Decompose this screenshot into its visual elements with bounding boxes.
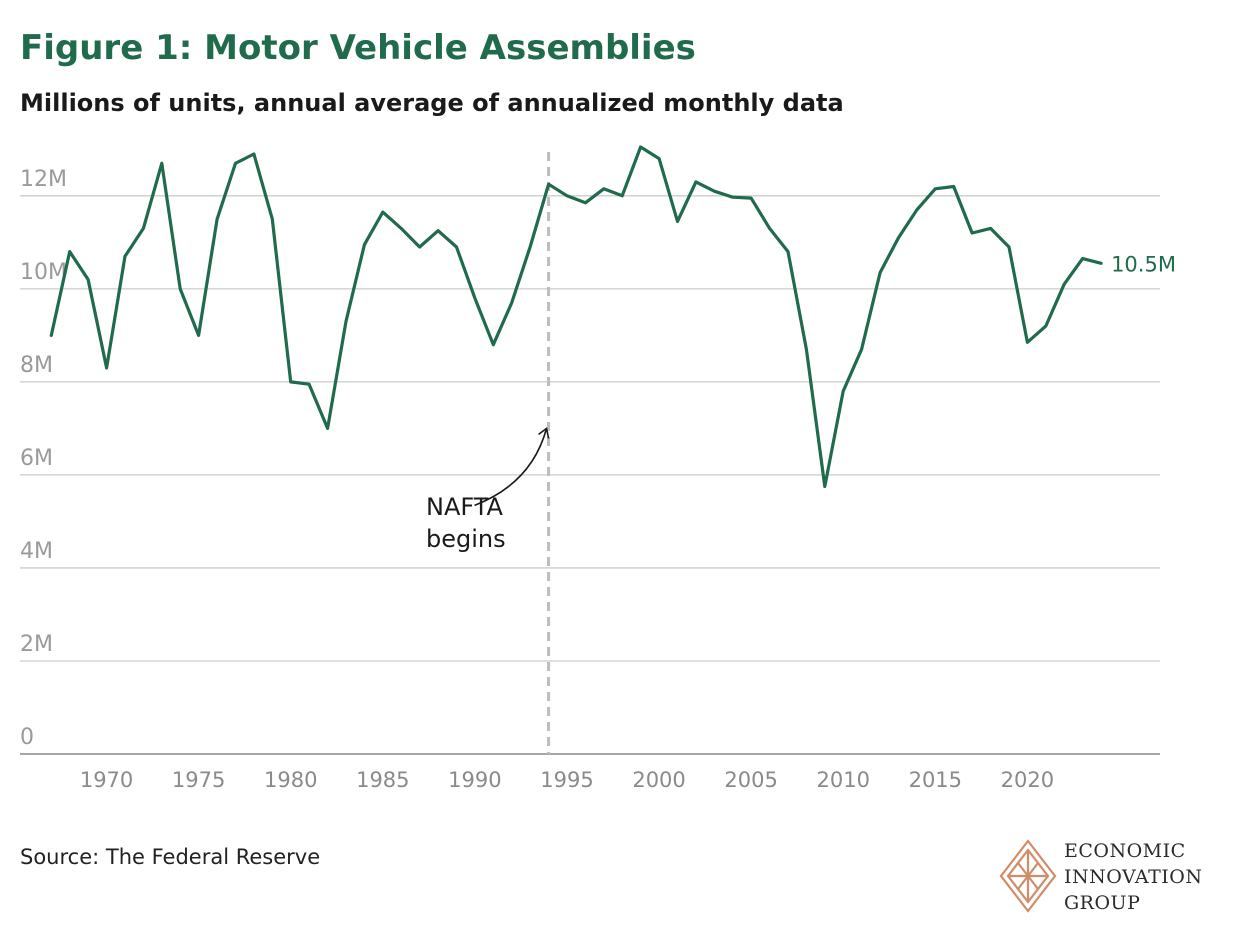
y-tick-label: 12M	[20, 167, 67, 192]
chart-title: Figure 1: Motor Vehicle Assemblies	[20, 28, 696, 68]
gridlines	[20, 195, 1160, 755]
x-tick-label: 2005	[724, 768, 777, 792]
y-tick-label: 6M	[20, 446, 53, 471]
y-tick-label: 10M	[20, 260, 67, 285]
y-tick-label: 0	[20, 725, 34, 750]
y-tick-label: 8M	[20, 353, 53, 378]
y-tick-label: 4M	[20, 539, 53, 564]
x-tick-label: 2020	[1001, 768, 1054, 792]
end-value-label: 10.5M	[1111, 252, 1176, 276]
x-tick-label: 1985	[356, 768, 409, 792]
x-tick-label: 1990	[448, 768, 501, 792]
x-tick-label: 2010	[817, 768, 870, 792]
y-tick-label: 2M	[20, 632, 53, 657]
annotation-arrow-head	[538, 426, 550, 439]
logo-line-3: GROUP	[1064, 892, 1141, 914]
x-tick-label: 1980	[264, 768, 317, 792]
logo-line-1: ECONOMIC	[1064, 840, 1186, 862]
x-tick-label: 2000	[632, 768, 685, 792]
eig-logo: ECONOMIC INNOVATION GROUP	[998, 836, 1228, 916]
logo-wordmark: ECONOMIC INNOVATION GROUP	[1064, 838, 1203, 916]
nafta-annotation: NAFTA begins	[426, 426, 550, 553]
source-note: Source: The Federal Reserve	[20, 845, 321, 869]
series-line-motor-vehicle-assemblies	[49, 145, 1103, 489]
x-tick-label: 2015	[909, 768, 962, 792]
diamond-logo-icon	[999, 839, 1057, 913]
logo-line-2: INNOVATION	[1064, 866, 1203, 888]
annotation-text-line-2: begins	[426, 525, 506, 553]
x-tick-label: 1970	[80, 768, 133, 792]
x-tick-label: 1995	[540, 768, 593, 792]
y-tick-labels: 0 2M 4M 6M 8M 10M 12M	[20, 167, 67, 750]
chart-subtitle: Millions of units, annual average of ann…	[20, 89, 844, 117]
line-chart: 0 2M 4M 6M 8M 10M 12M 1970 1975 1980 1985 1990 1995…	[20, 145, 1176, 792]
x-tick-label: 1975	[172, 768, 225, 792]
x-tick-labels: 1970 1975 1980 1985 1990 1995 2000 2005 2010 2015…	[80, 768, 1054, 792]
annotation-arrow	[474, 428, 548, 507]
